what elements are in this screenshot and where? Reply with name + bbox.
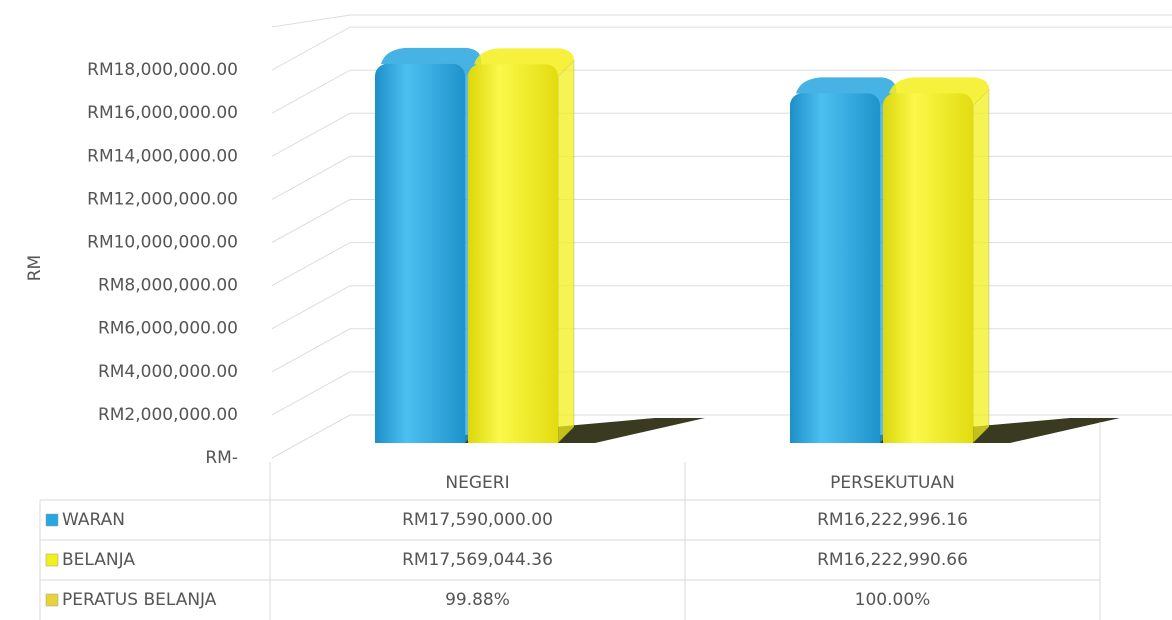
x-tick-label: NEGERI	[445, 473, 509, 493]
y-tick-label: RM8,000,000.00	[98, 276, 238, 296]
bar-front	[375, 63, 465, 444]
x-tick-label: PERSEKUTUAN	[830, 473, 955, 493]
y-axis-label: RM	[25, 255, 45, 281]
bar-front	[790, 93, 880, 443]
bar-front-base	[375, 429, 465, 443]
bar	[790, 77, 897, 445]
table-cell: RM17,569,044.36	[402, 550, 553, 570]
bar-side	[557, 59, 575, 445]
table-cell: RM17,590,000.00	[402, 510, 553, 530]
legend-key	[45, 513, 59, 527]
bar-side	[972, 88, 990, 445]
legend-label: WARAN	[62, 510, 125, 530]
bar-front-base	[790, 429, 880, 443]
y-tick-label: RM4,000,000.00	[98, 362, 238, 382]
y-tick-label: RM2,000,000.00	[98, 405, 238, 425]
legend-key	[45, 553, 59, 567]
grid-line	[271, 69, 1172, 114]
y-tick-label: RM10,000,000.00	[87, 233, 238, 253]
table-cell: 99.88%	[445, 590, 510, 610]
y-tick-label: RM14,000,000.00	[87, 146, 238, 166]
y-tick-label: RM12,000,000.00	[87, 189, 238, 209]
bar-front-base	[468, 429, 558, 443]
table-cell: 100.00%	[855, 590, 931, 610]
bar-front-base	[883, 429, 973, 443]
wall-edge	[271, 14, 351, 28]
bar	[375, 47, 482, 445]
legend-key	[45, 593, 59, 607]
y-tick-label: RM6,000,000.00	[98, 319, 238, 339]
bar-front	[883, 93, 973, 443]
legend-label: BELANJA	[62, 550, 135, 570]
legend-label: PERATUS BELANJA	[62, 590, 217, 610]
table-cell: RM16,222,990.66	[817, 550, 968, 570]
bar	[883, 77, 990, 445]
grid-line	[271, 26, 1172, 71]
y-tick-label: RM18,000,000.00	[87, 60, 238, 80]
bar	[468, 48, 575, 445]
y-tick-label: RM16,000,000.00	[87, 103, 238, 123]
bar-front	[468, 64, 558, 444]
y-tick-label: RM-	[205, 448, 238, 468]
table-cell: RM16,222,996.16	[817, 510, 968, 530]
